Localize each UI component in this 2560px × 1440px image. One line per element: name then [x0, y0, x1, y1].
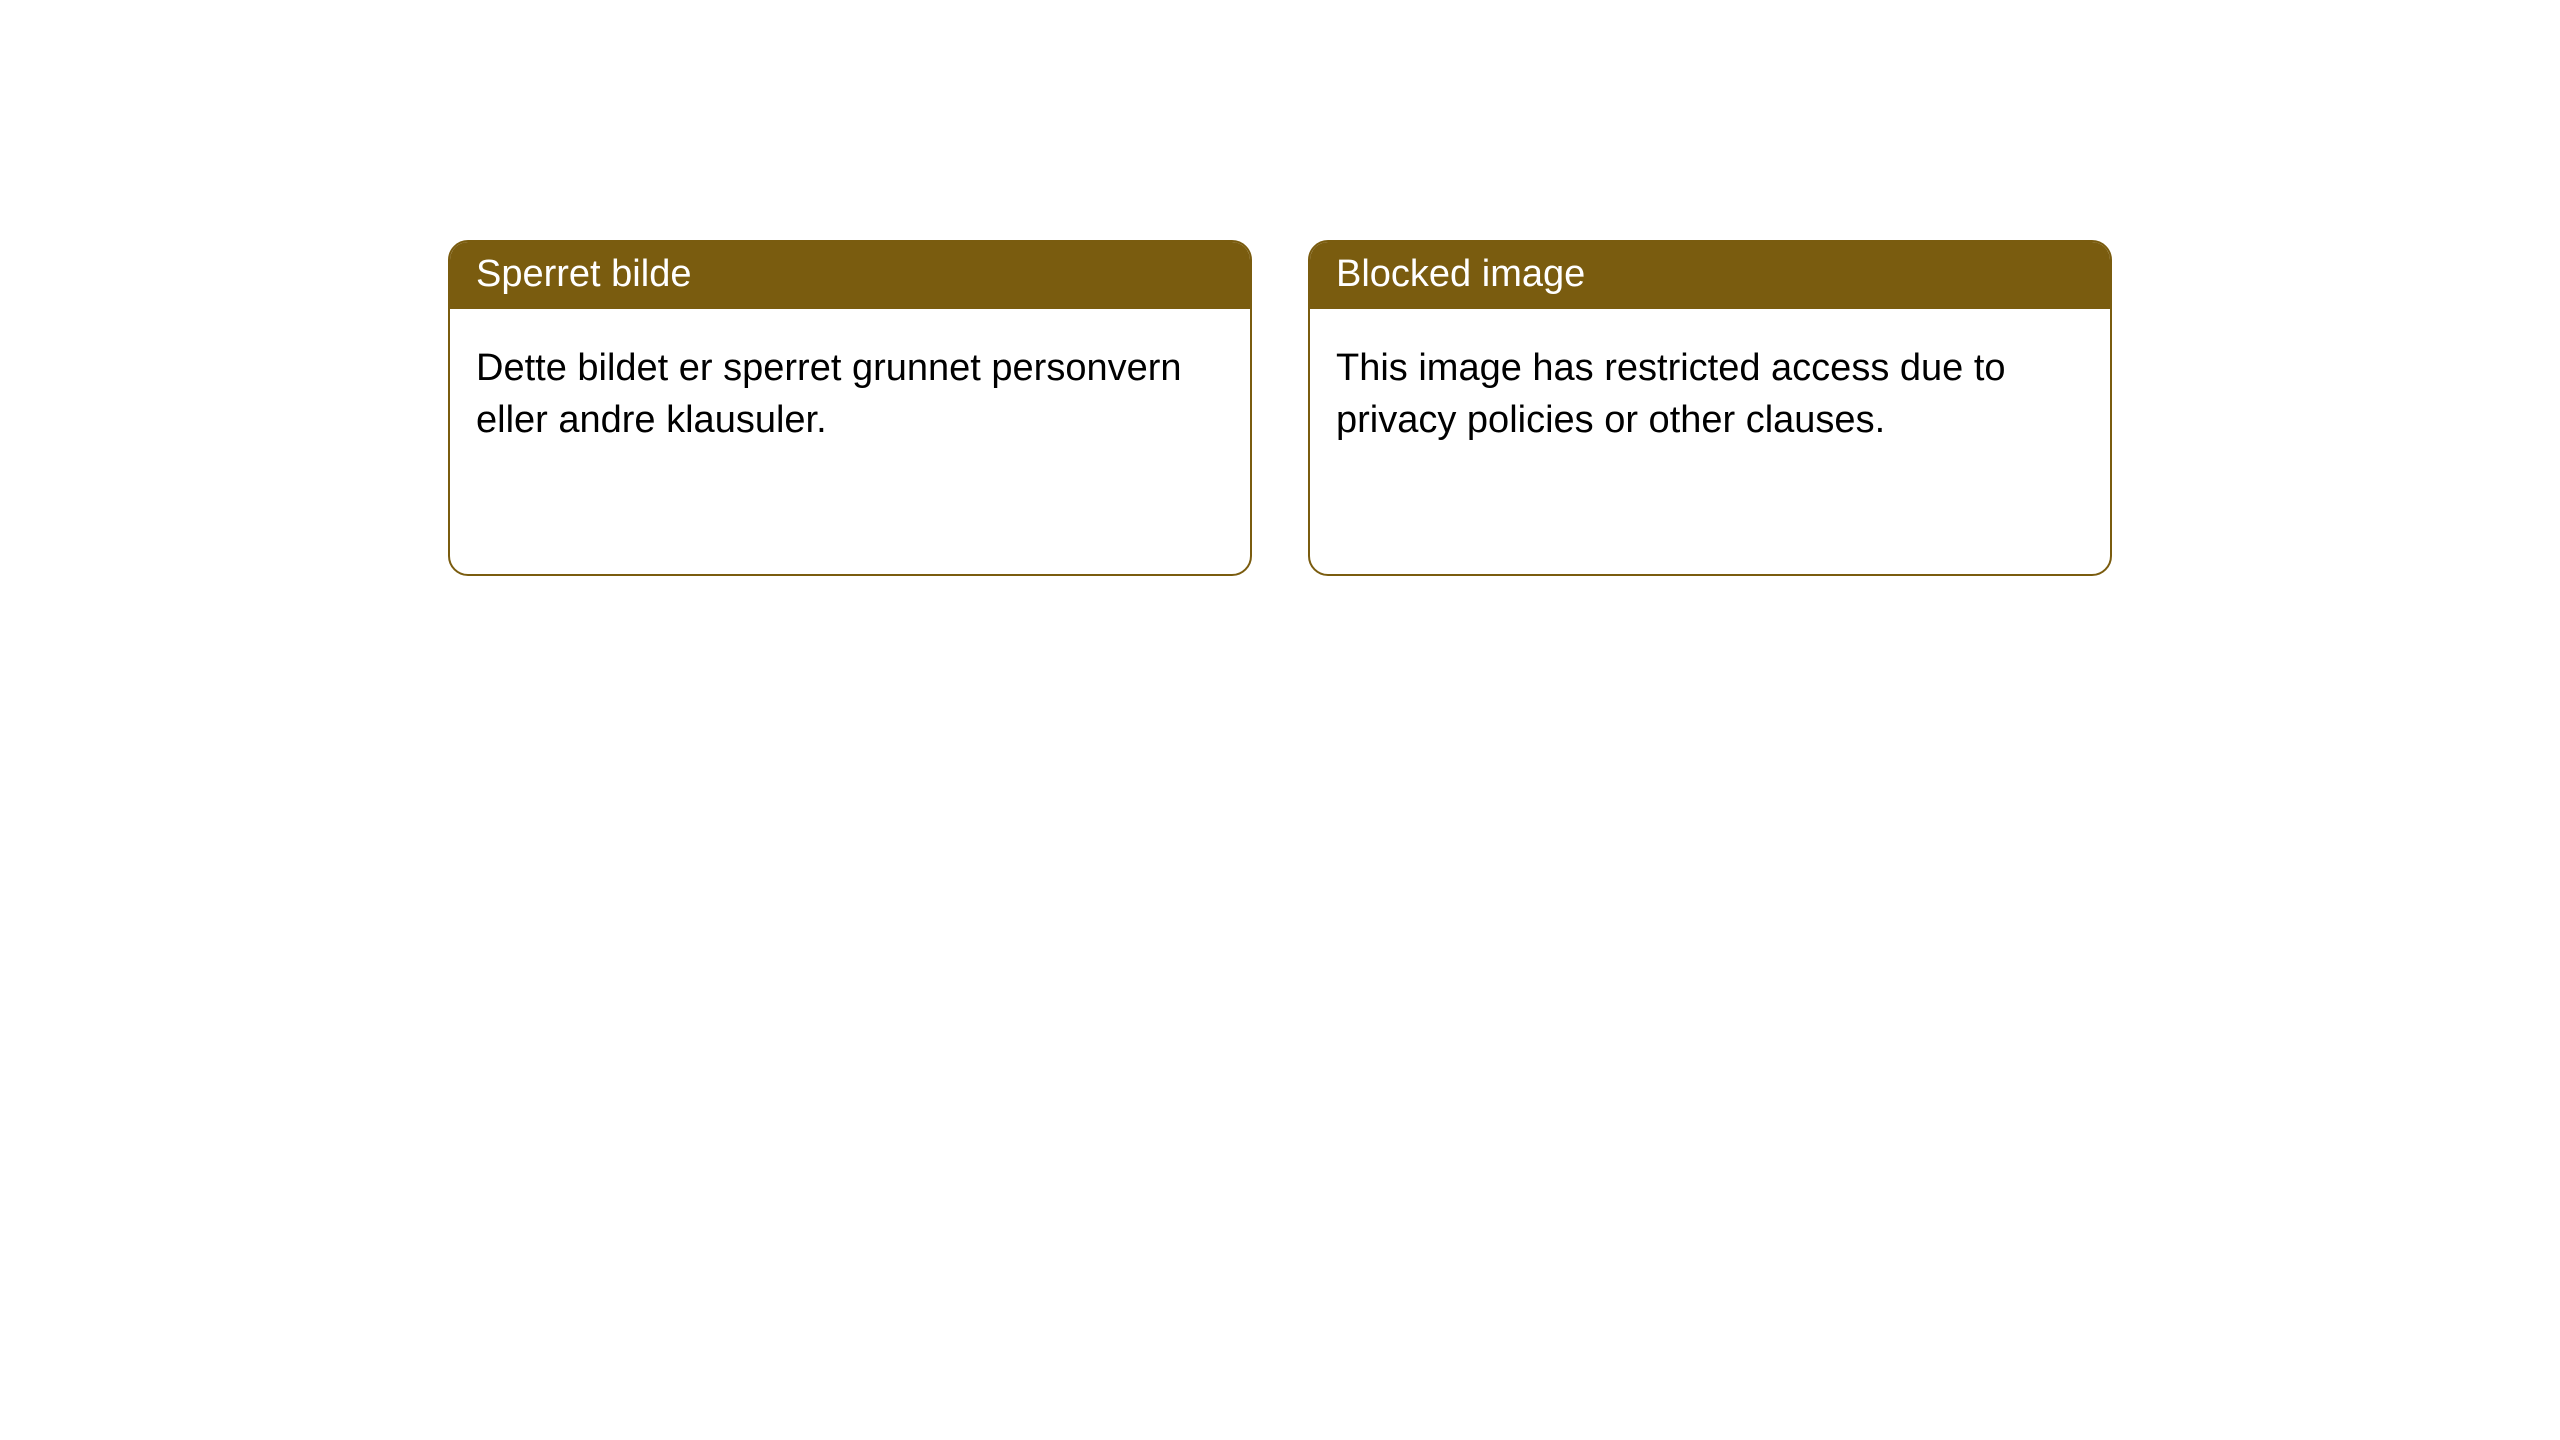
card-body: Dette bildet er sperret grunnet personve… [450, 309, 1250, 480]
card-body: This image has restricted access due to … [1310, 309, 2110, 480]
card-header: Sperret bilde [450, 242, 1250, 309]
notice-card-norwegian: Sperret bilde Dette bildet er sperret gr… [448, 240, 1252, 576]
notice-card-english: Blocked image This image has restricted … [1308, 240, 2112, 576]
notice-container: Sperret bilde Dette bildet er sperret gr… [0, 0, 2560, 576]
card-header: Blocked image [1310, 242, 2110, 309]
